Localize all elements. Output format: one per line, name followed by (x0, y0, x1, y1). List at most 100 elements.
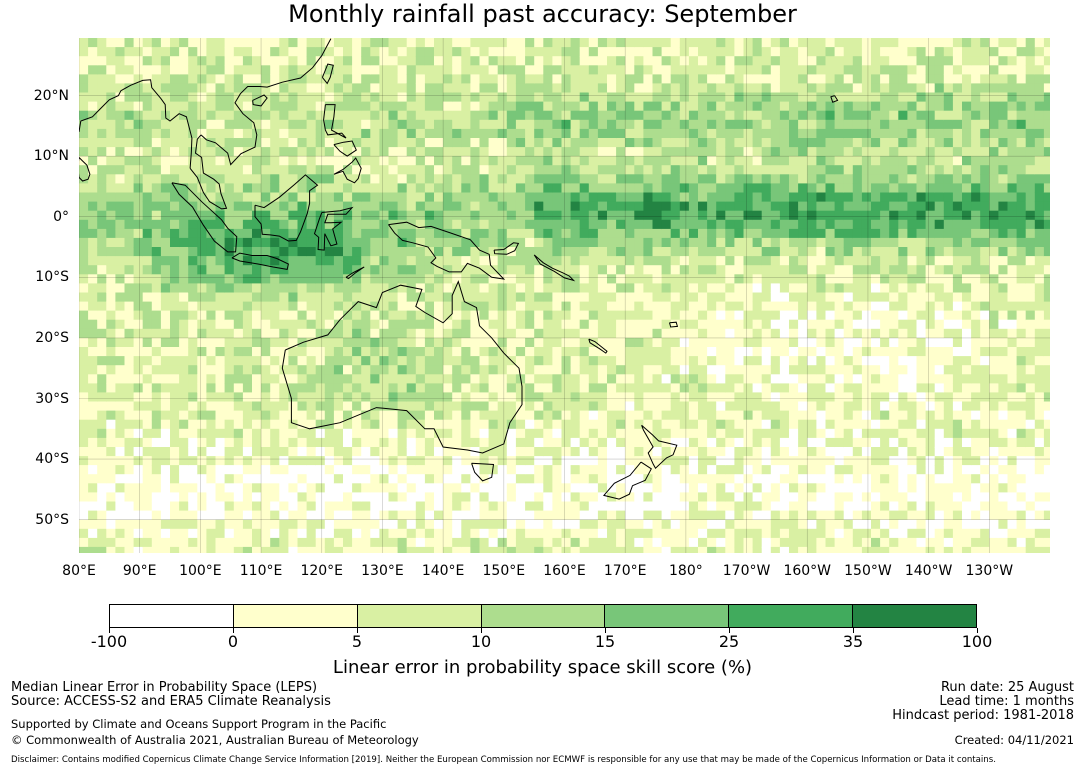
skill-cell (88, 83, 98, 93)
skill-cell (133, 47, 144, 57)
skill-cell (770, 210, 781, 221)
skill-cell (716, 38, 726, 48)
skill-cell (534, 301, 544, 312)
skill-cell (242, 74, 253, 84)
skill-cell (479, 428, 490, 439)
skill-cell (424, 74, 435, 84)
skill-cell (770, 283, 781, 293)
skill-cell (115, 138, 125, 148)
skill-cell (106, 483, 116, 493)
skill-cell (861, 147, 872, 157)
skill-cell (415, 546, 426, 553)
skill-cell (871, 101, 881, 112)
skill-cell (206, 265, 216, 275)
skill-cell (124, 419, 135, 430)
skill-cell (634, 201, 644, 212)
skill-cell (88, 337, 98, 348)
skill-cell (761, 101, 772, 112)
skill-cell (607, 83, 617, 93)
skill-cell (634, 428, 644, 439)
skill-cell (270, 219, 280, 230)
skill-cell (834, 283, 845, 293)
skill-cell (798, 92, 808, 103)
skill-cell (388, 183, 399, 193)
skill-cell (543, 47, 553, 57)
skill-cell (124, 447, 135, 457)
skill-cell (115, 183, 125, 193)
skill-cell (798, 201, 808, 212)
skill-cell (170, 483, 180, 493)
skill-cell (443, 292, 453, 303)
skill-cell (734, 310, 744, 321)
skill-cell (279, 319, 289, 330)
skill-cell (124, 465, 135, 475)
skill-cell (170, 328, 180, 339)
skill-cell (361, 119, 371, 130)
skill-cell (688, 283, 699, 293)
skill-cell (843, 138, 854, 148)
skill-cell (779, 347, 790, 357)
skill-cell (160, 74, 171, 84)
skill-cell (424, 374, 435, 384)
skill-cell (388, 492, 399, 502)
skill-cell (106, 47, 116, 57)
skill-cell (452, 437, 462, 448)
skill-cell (79, 365, 89, 375)
skill-cell (670, 147, 681, 157)
skill-cell (197, 119, 207, 130)
skill-cell (97, 219, 107, 230)
skill-cell (151, 528, 162, 539)
skill-cell (825, 228, 836, 239)
skill-cell (670, 319, 681, 330)
skill-cell (661, 337, 672, 348)
skill-cell (807, 510, 817, 521)
skill-cell (707, 537, 717, 548)
skill-cell (88, 301, 98, 312)
skill-cell (206, 174, 216, 184)
skill-cell (798, 383, 808, 393)
skill-cell (197, 138, 207, 148)
skill-cell (97, 528, 107, 539)
skill-cell (779, 210, 790, 221)
skill-cell (279, 292, 289, 303)
skill-cell (670, 356, 681, 366)
skill-cell (115, 74, 125, 84)
skill-cell (616, 510, 626, 521)
skill-cell (197, 265, 207, 275)
skill-cell (707, 156, 717, 166)
skill-cell (252, 410, 262, 421)
skill-cell (252, 365, 262, 375)
skill-cell (497, 65, 508, 75)
skill-cell (652, 92, 663, 103)
skill-cell (834, 65, 845, 75)
skill-cell (779, 165, 790, 175)
skill-cell (607, 447, 617, 457)
skill-cell (570, 165, 581, 175)
skill-cell (725, 319, 735, 330)
skill-cell (543, 365, 553, 375)
skill-cell (352, 265, 362, 275)
skill-cell (843, 537, 854, 548)
skill-cell (843, 119, 854, 130)
skill-cell (252, 337, 262, 348)
skill-cell (324, 501, 335, 512)
skill-cell (534, 537, 544, 548)
skill-cell (597, 301, 608, 312)
skill-cell (625, 465, 635, 475)
skill-cell (497, 456, 508, 466)
skill-cell (743, 138, 754, 148)
skill-cell (770, 219, 781, 230)
skill-cell (688, 201, 699, 212)
skill-cell (588, 201, 599, 212)
skill-cell (188, 283, 198, 293)
skill-cell (798, 337, 808, 348)
skill-cell (834, 56, 845, 66)
skill-cell (643, 201, 653, 212)
skill-cell (816, 301, 826, 312)
skill-cell (561, 210, 572, 221)
skill-cell (297, 101, 308, 112)
skill-cell (488, 228, 499, 239)
skill-cell (242, 428, 253, 439)
skill-cell (834, 228, 845, 239)
skill-cell (242, 392, 253, 402)
